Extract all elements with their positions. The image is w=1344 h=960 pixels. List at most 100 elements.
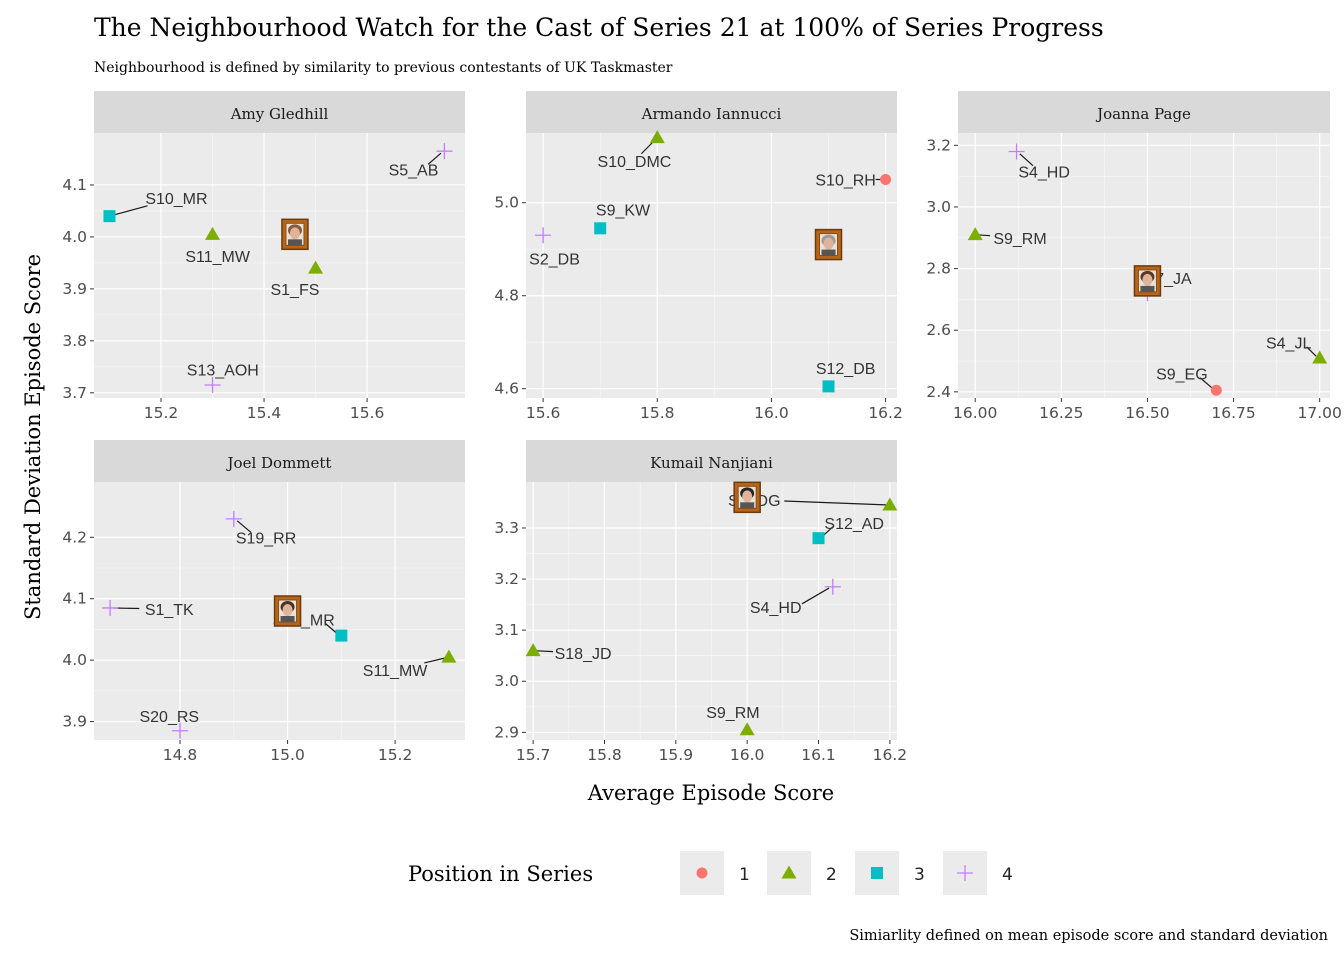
facet-strip bbox=[94, 440, 465, 482]
y-tick-label: 3.2 bbox=[494, 570, 519, 588]
x-tick-label: 16.75 bbox=[1211, 404, 1255, 422]
y-tick-label: 4.1 bbox=[62, 590, 87, 608]
y-tick-label: 4.0 bbox=[62, 228, 87, 246]
contestant-point bbox=[880, 173, 892, 185]
legend-symbol bbox=[957, 865, 973, 881]
legend-item: 4 bbox=[943, 851, 1013, 895]
point-label: S9_EG bbox=[1156, 366, 1208, 383]
x-axis-title: Average Episode Score bbox=[587, 781, 834, 805]
y-tick-label: 3.1 bbox=[494, 621, 519, 639]
facet-panel: Joel Dommett 14.8 15.0 15.2 3.9 4.0 4.1 4.2 S19_… bbox=[62, 440, 465, 764]
label-leader-line bbox=[979, 234, 991, 237]
y-tick-label: 5.0 bbox=[494, 194, 519, 212]
label-leader-line bbox=[424, 657, 446, 664]
x-tick-label: 15.0 bbox=[270, 746, 305, 764]
point-label: S4_JL bbox=[1266, 336, 1311, 353]
label-leader-line bbox=[1019, 153, 1034, 167]
contestant-point bbox=[824, 578, 841, 595]
chart-title: The Neighbourhood Watch for the Cast of … bbox=[94, 13, 1104, 42]
x-tick-label: 16.00 bbox=[953, 404, 997, 422]
x-tick-label: 16.0 bbox=[730, 746, 765, 764]
facet-strip-label: Amy Gledhill bbox=[230, 105, 329, 123]
point-label: S10_MR bbox=[145, 191, 207, 208]
label-leader-line bbox=[114, 607, 140, 610]
y-tick-label: 2.8 bbox=[926, 260, 951, 278]
legend-symbol bbox=[696, 867, 708, 879]
y-tick-label: 3.8 bbox=[62, 332, 87, 350]
contestant-portrait-icon bbox=[814, 228, 843, 261]
legend-item: 1 bbox=[680, 851, 750, 895]
panel-background bbox=[94, 133, 465, 398]
point-label: S4_HD bbox=[1018, 165, 1070, 182]
facet-strip bbox=[526, 440, 897, 482]
point-label: S10_DMC bbox=[598, 154, 672, 171]
contestant-point bbox=[225, 510, 242, 527]
y-tick-label: 2.4 bbox=[926, 383, 951, 401]
legend-title: Position in Series bbox=[408, 862, 593, 886]
contestant-point bbox=[103, 210, 116, 223]
point-label: S1_FS bbox=[270, 282, 319, 299]
contestant-point bbox=[1312, 350, 1328, 364]
legend-item: 2 bbox=[767, 851, 837, 895]
point-label: S11_MW bbox=[185, 249, 251, 266]
y-tick-label: 2.6 bbox=[926, 321, 951, 339]
point-label: S12_DB bbox=[816, 361, 876, 378]
point-label: S2_DB bbox=[529, 252, 580, 269]
x-tick-label: 16.1 bbox=[801, 746, 836, 764]
point-label: S9_KW bbox=[596, 203, 651, 220]
y-tick-label: 3.0 bbox=[494, 672, 519, 690]
x-tick-label: 15.7 bbox=[516, 746, 551, 764]
y-tick-label: 2.9 bbox=[494, 723, 519, 741]
contestant-point bbox=[441, 649, 457, 663]
legend: 1 2 3 4 bbox=[680, 851, 1013, 895]
legend-symbol bbox=[781, 865, 797, 879]
y-axis-title: Standard Deviation Episode Score bbox=[21, 254, 45, 620]
contestant-point bbox=[102, 599, 119, 616]
x-tick-label: 17.00 bbox=[1297, 404, 1341, 422]
y-tick-label: 3.2 bbox=[926, 136, 951, 154]
contestant-point bbox=[822, 380, 835, 393]
point-label: S10_RH bbox=[815, 172, 875, 189]
contestant-point bbox=[739, 722, 755, 736]
contestant-point bbox=[1008, 143, 1025, 160]
label-leader-line bbox=[1199, 377, 1214, 389]
x-tick-label: 15.6 bbox=[526, 404, 561, 422]
x-tick-label: 16.25 bbox=[1039, 404, 1083, 422]
point-label: S4_HD bbox=[750, 600, 802, 617]
contestant-point bbox=[967, 227, 983, 241]
point-label: S20_RS bbox=[139, 709, 199, 726]
x-tick-label: 16.0 bbox=[754, 404, 789, 422]
y-tick-label: 4.6 bbox=[494, 380, 519, 398]
x-tick-label: 15.9 bbox=[659, 746, 694, 764]
label-leader-line bbox=[236, 520, 252, 533]
y-tick-label: 3.9 bbox=[62, 280, 87, 298]
legend-item: 3 bbox=[855, 851, 925, 895]
y-tick-label: 4.8 bbox=[494, 287, 519, 305]
x-tick-label: 15.8 bbox=[640, 404, 675, 422]
contestant-point bbox=[436, 143, 453, 160]
facet-panel: Amy Gledhill 15.2 15.4 15.6 3.7 3.8 3.9 4.0 4.1 S… bbox=[62, 91, 465, 422]
chart-caption: Simiarlity defined on mean episode score… bbox=[849, 928, 1328, 944]
facet-strip bbox=[94, 91, 465, 133]
contestant-point bbox=[812, 532, 825, 545]
label-leader-line bbox=[427, 152, 442, 165]
y-tick-label: 3.3 bbox=[494, 519, 519, 537]
contestant-point bbox=[535, 227, 552, 244]
y-tick-label: 4.0 bbox=[62, 651, 87, 669]
panel-background bbox=[526, 133, 897, 398]
y-tick-label: 3.0 bbox=[926, 198, 951, 216]
facet-panels: Amy Gledhill 15.2 15.4 15.6 3.7 3.8 3.9 4.0 4.1 S… bbox=[62, 91, 1342, 764]
contestant-point bbox=[649, 130, 665, 144]
point-label: S13_AOH bbox=[187, 362, 259, 379]
x-tick-label: 15.2 bbox=[378, 746, 413, 764]
x-tick-label: 15.2 bbox=[144, 404, 179, 422]
point-label: S18_JD bbox=[555, 646, 612, 663]
x-tick-label: 15.8 bbox=[587, 746, 622, 764]
point-label: S12_AD bbox=[824, 516, 884, 533]
facet-panel: Kumail Nanjiani 15.7 15.8 15.9 16.0 16.1 16.2 2… bbox=[494, 440, 907, 764]
y-tick-label: 3.7 bbox=[62, 384, 87, 402]
contestant-point bbox=[308, 260, 324, 274]
facet-panel: Joanna Page 16.00 16.25 16.50 16.75 17.00 2.4 2… bbox=[926, 91, 1342, 422]
contestant-point bbox=[525, 643, 541, 657]
facet-strip-label: Kumail Nanjiani bbox=[650, 454, 773, 472]
